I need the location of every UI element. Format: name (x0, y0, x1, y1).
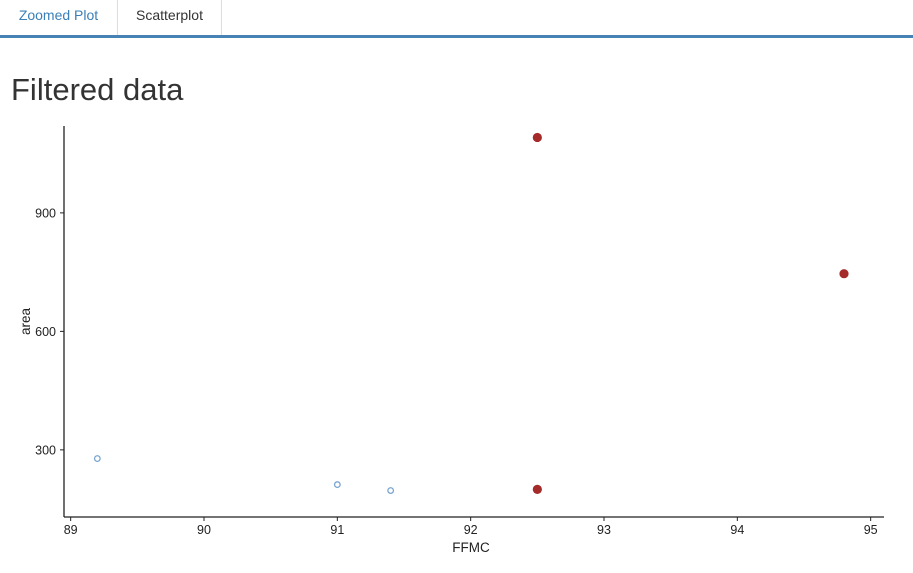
data-point (93, 455, 101, 462)
y-tick-label: 300 (35, 443, 56, 457)
x-tick-label: 90 (197, 523, 211, 537)
tab-underline (0, 35, 913, 38)
x-axis-title: FFMC (452, 540, 490, 555)
tab-scatterplot[interactable]: Scatterplot (117, 0, 222, 35)
x-tick-label: 94 (730, 523, 744, 537)
x-tick-label: 95 (864, 523, 878, 537)
x-tick-label: 93 (597, 523, 611, 537)
chart-axes (63, 126, 884, 518)
highlighted-data-point (532, 132, 542, 143)
x-tick-label: 91 (330, 523, 344, 537)
y-tick-label: 600 (35, 325, 56, 339)
chart-ticks: 89 90 91 92 93 94 95 300 600 900 (35, 206, 878, 537)
tab-bar: Zoomed Plot Scatterplot (0, 0, 913, 36)
chart-points (93, 132, 849, 494)
y-axis-title: area (18, 308, 33, 336)
data-point (387, 487, 395, 494)
y-tick-label: 900 (35, 206, 56, 220)
highlighted-data-point (532, 484, 542, 494)
tab-zoomed-plot[interactable]: Zoomed Plot (18, 7, 99, 23)
x-tick-label: 89 (64, 523, 78, 537)
data-point (333, 481, 341, 489)
x-tick-label: 92 (464, 523, 478, 537)
highlighted-data-point (839, 269, 849, 279)
page-title: Filtered data (11, 72, 184, 107)
